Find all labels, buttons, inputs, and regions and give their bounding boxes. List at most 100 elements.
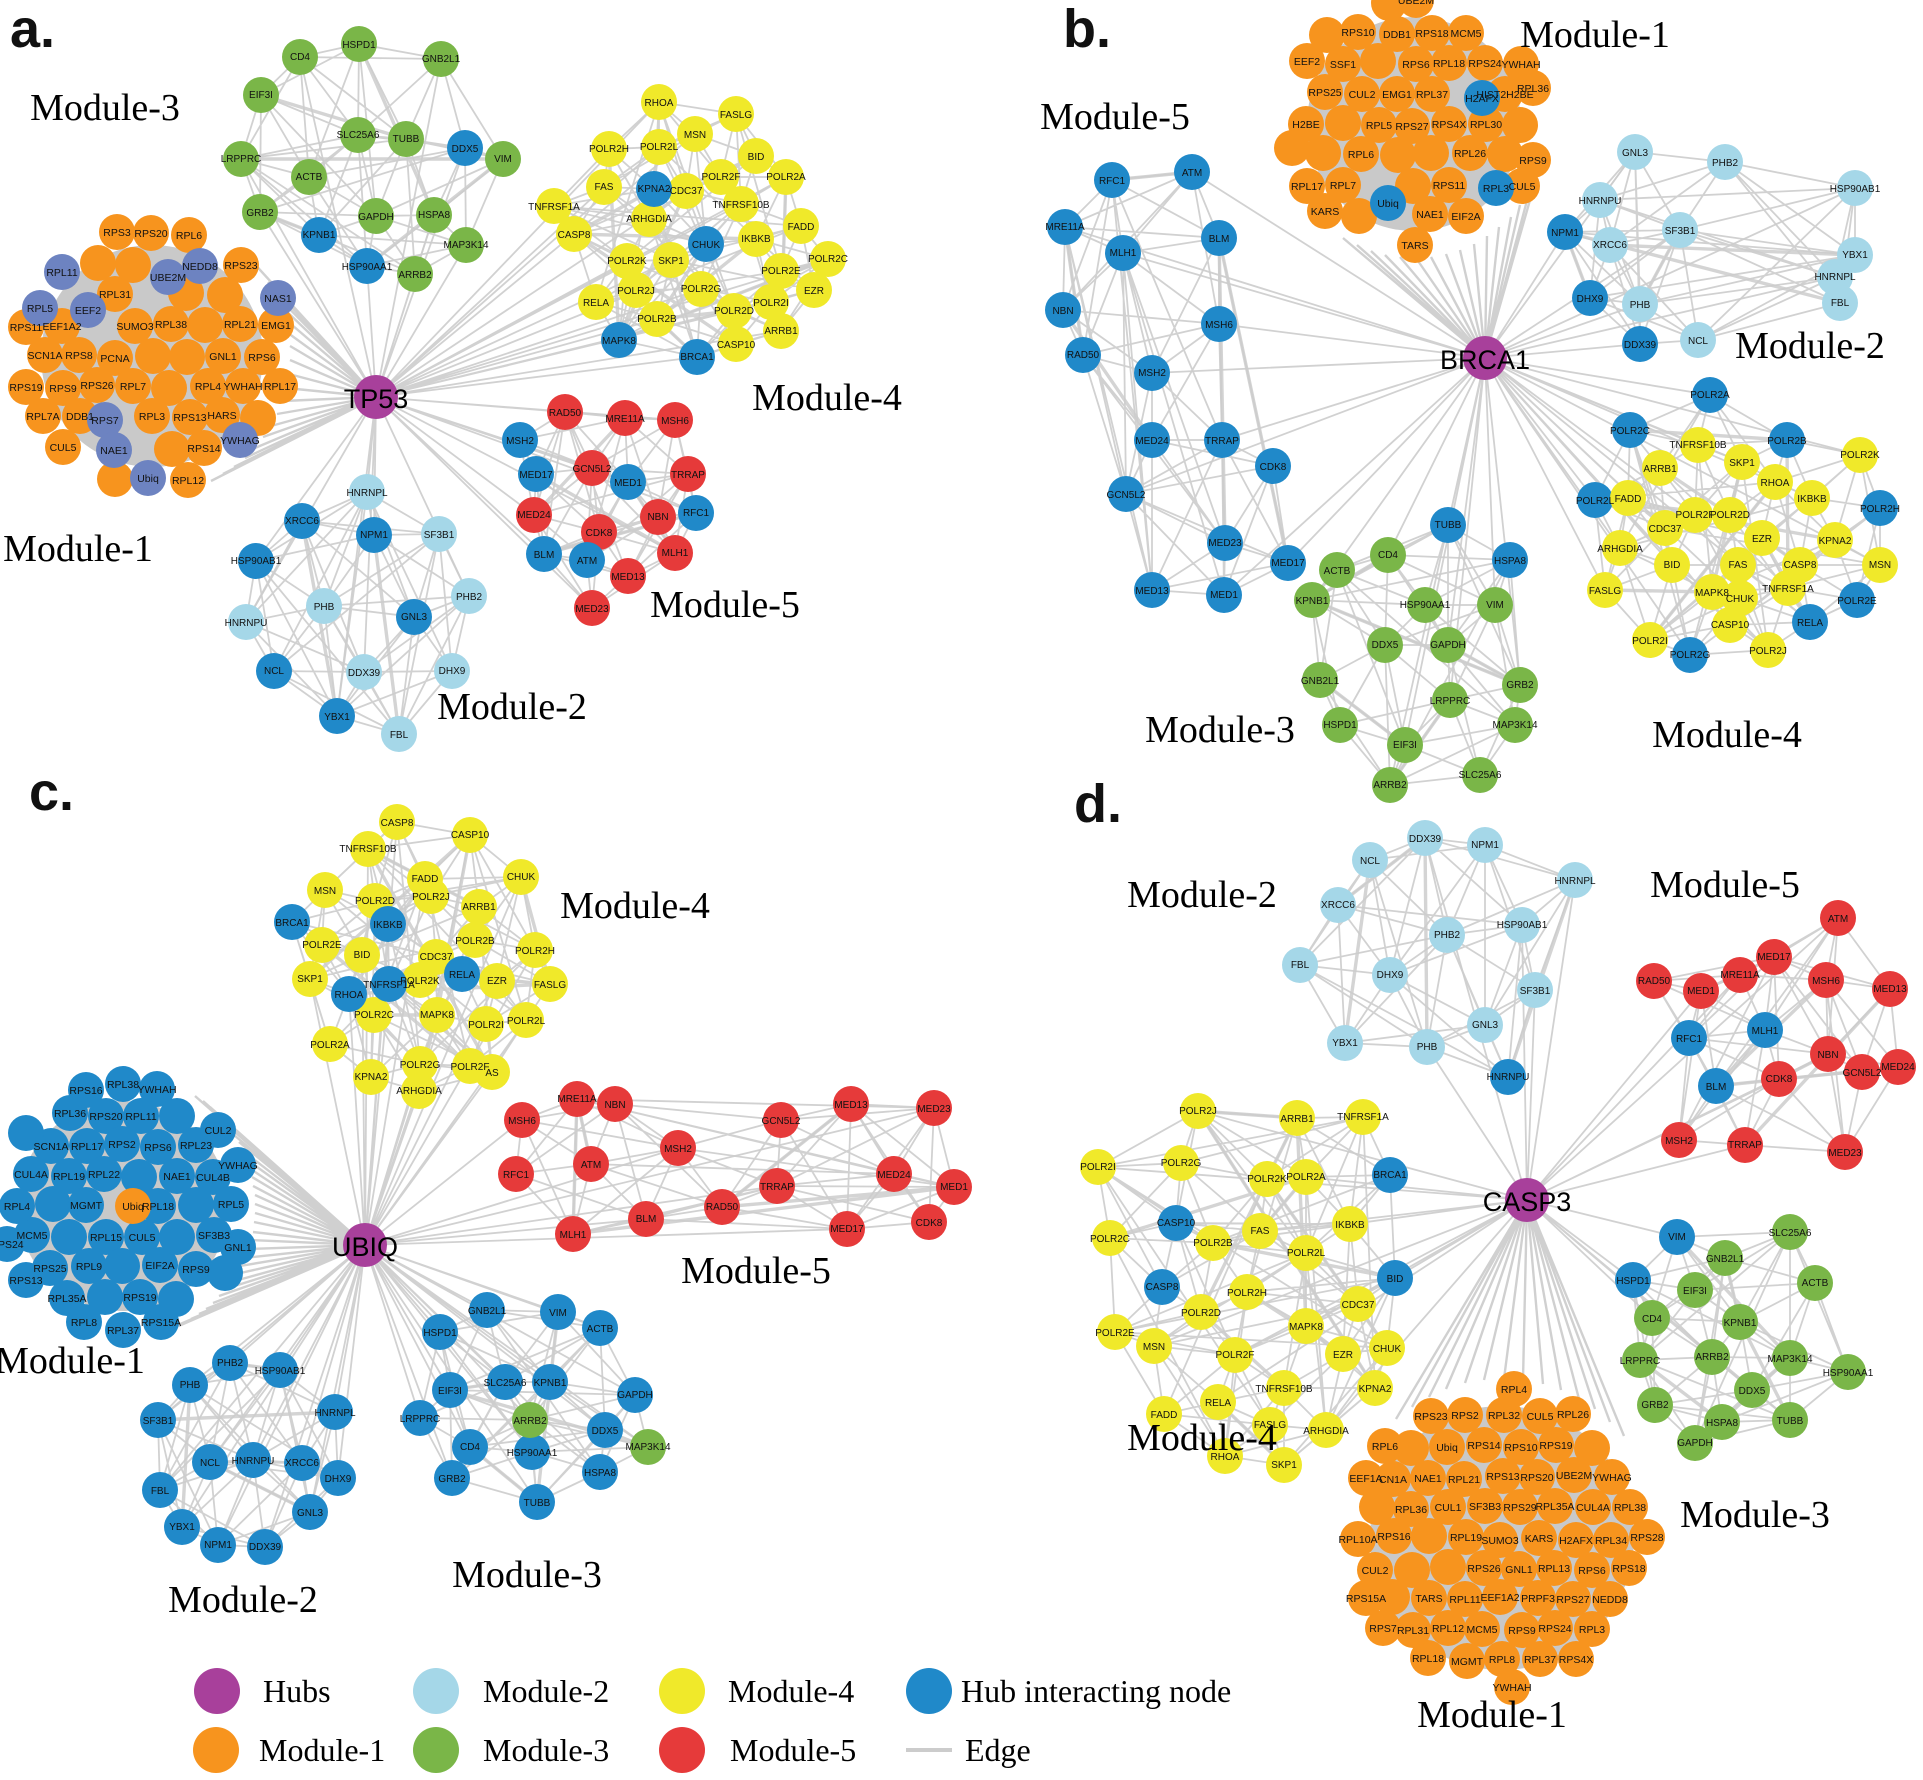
svg-text:RPL37: RPL37	[1416, 89, 1448, 101]
svg-text:BLM: BLM	[534, 550, 555, 561]
svg-text:BLM: BLM	[1706, 1082, 1727, 1093]
svg-text:RPS8: RPS8	[65, 350, 93, 362]
svg-text:POLR2E: POLR2E	[1837, 596, 1877, 607]
svg-text:Module-5: Module-5	[730, 1732, 856, 1768]
svg-text:RPL7: RPL7	[1330, 180, 1356, 192]
svg-text:RPS23: RPS23	[1414, 1411, 1447, 1423]
svg-text:MLH1: MLH1	[662, 548, 689, 559]
svg-text:TNFRSF1A: TNFRSF1A	[528, 202, 580, 213]
svg-text:EZR: EZR	[1752, 534, 1772, 545]
svg-text:DDB1: DDB1	[1383, 29, 1411, 41]
svg-text:d.: d.	[1074, 774, 1122, 834]
svg-text:HNRNPL: HNRNPL	[1814, 272, 1856, 283]
svg-text:CD4: CD4	[1378, 550, 1398, 561]
svg-text:RHOA: RHOA	[1761, 478, 1790, 489]
svg-text:RPS15A: RPS15A	[1346, 1593, 1386, 1605]
svg-text:IKBKB: IKBKB	[741, 234, 771, 245]
svg-text:CASP8: CASP8	[558, 230, 591, 241]
svg-text:POLR2I: POLR2I	[753, 298, 789, 309]
svg-text:GNL3: GNL3	[401, 612, 428, 623]
svg-text:RPL38: RPL38	[155, 319, 187, 331]
svg-text:FBL: FBL	[1831, 298, 1850, 309]
svg-text:EEF1A2: EEF1A2	[1480, 1592, 1519, 1604]
svg-text:RFC1: RFC1	[1099, 176, 1126, 187]
svg-text:RPL18: RPL18	[1433, 58, 1465, 70]
svg-text:TUBB: TUBB	[524, 1498, 551, 1509]
svg-text:UBE2M: UBE2M	[150, 272, 186, 284]
svg-text:ACTB: ACTB	[296, 172, 323, 183]
svg-text:YWHAH: YWHAH	[137, 1084, 176, 1096]
svg-text:IKBKB: IKBKB	[1335, 1220, 1365, 1231]
svg-text:POLR2L: POLR2L	[507, 1016, 546, 1027]
svg-text:RPS9: RPS9	[1519, 155, 1547, 167]
svg-text:c.: c.	[29, 762, 74, 822]
svg-text:RPL19: RPL19	[53, 1171, 85, 1183]
svg-text:HSP90AA1: HSP90AA1	[1400, 600, 1451, 611]
svg-text:RPS26: RPS26	[1467, 1563, 1500, 1575]
svg-text:YWHAH: YWHAH	[1501, 59, 1540, 71]
svg-text:POLR2F: POLR2F	[702, 172, 741, 183]
svg-text:POLR2J: POLR2J	[1179, 1106, 1217, 1117]
svg-text:POLR2B: POLR2B	[1193, 1238, 1233, 1249]
svg-text:POLR2A: POLR2A	[310, 1040, 350, 1051]
svg-text:SUMO3: SUMO3	[1481, 1535, 1519, 1547]
svg-text:Module-1: Module-1	[0, 1340, 145, 1382]
svg-text:NBN: NBN	[604, 1100, 625, 1111]
svg-text:RPS3: RPS3	[103, 227, 131, 239]
svg-text:KARS: KARS	[1311, 206, 1340, 218]
svg-text:POLR2I: POLR2I	[1080, 1162, 1116, 1173]
svg-text:RPL31: RPL31	[1397, 1625, 1429, 1637]
svg-text:EIF3I: EIF3I	[1393, 740, 1417, 751]
svg-text:HSPA8: HSPA8	[418, 210, 450, 221]
svg-text:CD4: CD4	[1642, 1314, 1662, 1325]
svg-text:NCL: NCL	[200, 1458, 220, 1469]
svg-text:GNL1: GNL1	[1505, 1564, 1533, 1576]
svg-text:YWHAH: YWHAH	[223, 381, 262, 393]
svg-text:RPS7: RPS7	[91, 415, 119, 427]
svg-text:Hub interacting node: Hub interacting node	[961, 1673, 1231, 1709]
svg-text:Edge: Edge	[965, 1732, 1031, 1768]
svg-text:HSPD1: HSPD1	[342, 40, 376, 51]
svg-text:GNL1: GNL1	[224, 1242, 252, 1254]
svg-text:MSH6: MSH6	[1812, 976, 1840, 987]
svg-text:ARHGDIA: ARHGDIA	[1597, 544, 1643, 555]
svg-text:MED1: MED1	[1687, 986, 1715, 997]
svg-text:TARS: TARS	[1415, 1593, 1442, 1605]
svg-text:GAPDH: GAPDH	[1430, 640, 1466, 651]
svg-text:HSPA8: HSPA8	[1706, 1418, 1738, 1429]
svg-text:KPNA2: KPNA2	[1819, 536, 1852, 547]
svg-text:RPL35A: RPL35A	[1535, 1501, 1574, 1513]
svg-text:SLC25A6: SLC25A6	[484, 1378, 527, 1389]
svg-text:RPL3: RPL3	[139, 411, 165, 423]
svg-text:POLR2L: POLR2L	[1287, 1248, 1326, 1259]
svg-text:RPL36: RPL36	[54, 1108, 86, 1120]
svg-text:RPL13: RPL13	[1538, 1563, 1570, 1575]
svg-text:LRPPRC: LRPPRC	[1430, 696, 1471, 707]
svg-text:RPS4X: RPS4X	[1559, 1654, 1593, 1666]
svg-text:NAS1: NAS1	[264, 293, 292, 305]
svg-text:CASP10: CASP10	[1157, 1218, 1196, 1229]
svg-text:BRCA1: BRCA1	[1440, 345, 1530, 375]
svg-text:NAE1: NAE1	[163, 1171, 191, 1183]
svg-text:RPS11: RPS11	[1433, 180, 1466, 192]
svg-text:RPL3: RPL3	[1483, 183, 1509, 195]
svg-text:MED17: MED17	[519, 470, 553, 481]
svg-text:MED1: MED1	[940, 1182, 968, 1193]
svg-text:FAS: FAS	[1729, 560, 1748, 571]
svg-text:CN1A: CN1A	[1379, 1474, 1407, 1486]
svg-text:BID: BID	[1387, 1274, 1404, 1285]
svg-text:KPNA2: KPNA2	[1359, 1384, 1392, 1395]
svg-text:PHB2: PHB2	[456, 592, 483, 603]
svg-text:CUL4A: CUL4A	[14, 1169, 48, 1181]
svg-text:MED24: MED24	[1135, 436, 1169, 447]
svg-text:MED23: MED23	[1208, 538, 1242, 549]
svg-text:RPL23: RPL23	[180, 1140, 212, 1152]
svg-text:CDC37: CDC37	[420, 952, 453, 963]
svg-text:Module-3: Module-3	[452, 1554, 602, 1596]
svg-text:GNB2L1: GNB2L1	[468, 1306, 507, 1317]
svg-text:PHB: PHB	[1630, 300, 1651, 311]
svg-text:FASLG: FASLG	[1254, 1420, 1286, 1431]
svg-text:ARRB2: ARRB2	[513, 1416, 547, 1427]
svg-text:DDX5: DDX5	[592, 1426, 619, 1437]
svg-text:Module-1: Module-1	[1520, 14, 1670, 56]
